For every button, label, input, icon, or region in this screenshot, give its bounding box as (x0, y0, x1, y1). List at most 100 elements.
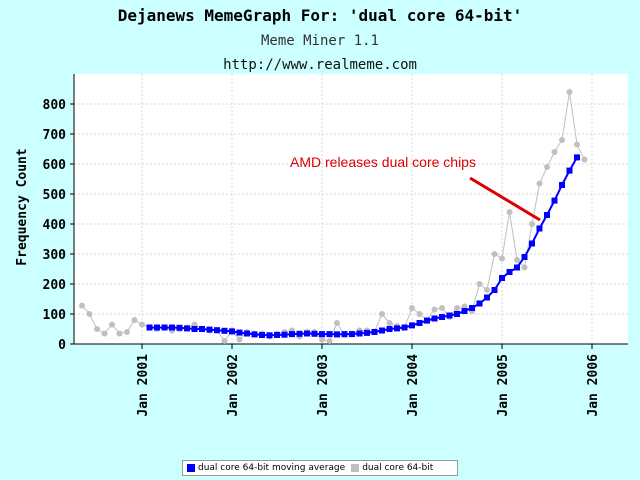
data-point-raw (454, 305, 460, 311)
legend-swatch-moving-average (187, 464, 195, 472)
data-point-raw (334, 320, 340, 326)
data-point-moving-average (476, 300, 483, 307)
data-point-moving-average (326, 331, 333, 338)
data-point-raw (521, 264, 528, 271)
data-point-raw (491, 251, 498, 257)
data-point-moving-average (521, 254, 528, 260)
x-tick-label: Jan 2004 (406, 354, 421, 417)
series-line-moving-average (149, 156, 578, 337)
data-point-moving-average (364, 329, 370, 336)
data-point-moving-average (341, 331, 348, 338)
data-point-raw (319, 336, 325, 343)
data-point-raw (409, 305, 415, 311)
data-point-moving-average (416, 320, 423, 326)
data-point-moving-average (394, 325, 400, 332)
y-tick-label: 400 (43, 218, 67, 233)
data-point-moving-average (274, 332, 280, 338)
y-tick-label: 0 (58, 338, 66, 353)
x-tick-label: Jan 2005 (496, 354, 511, 417)
data-point-raw (86, 311, 93, 317)
data-point-raw (566, 89, 573, 95)
data-point-moving-average (319, 331, 325, 338)
data-point-moving-average (334, 331, 340, 338)
legend-label-moving-average: dual core 64-bit moving average (198, 463, 346, 473)
data-point-moving-average (401, 324, 408, 331)
data-point-moving-average (221, 327, 228, 334)
data-point-moving-average (484, 294, 490, 301)
data-point-moving-average (371, 329, 378, 335)
data-point-moving-average (251, 331, 258, 338)
data-point-raw (124, 329, 130, 335)
data-point-moving-average (214, 327, 220, 334)
y-tick-label: 500 (43, 188, 67, 203)
data-point-moving-average (259, 332, 265, 338)
data-point-moving-average (574, 154, 580, 161)
y-tick-label: 100 (43, 308, 67, 323)
data-point-raw (439, 305, 445, 311)
y-tick-label: 600 (43, 158, 67, 173)
data-point-raw (499, 255, 505, 262)
data-point-raw (386, 320, 393, 326)
data-point-raw (581, 156, 588, 163)
data-point-moving-average (454, 311, 460, 317)
data-point-moving-average (409, 322, 415, 329)
data-point-raw (236, 336, 243, 343)
x-tick-label: Jan 2003 (316, 354, 331, 417)
data-point-moving-average (439, 314, 445, 320)
data-point-raw (326, 338, 333, 344)
y-tick-label: 200 (43, 278, 67, 293)
legend-label-raw: dual core 64-bit (362, 463, 434, 473)
data-point-moving-average (169, 324, 175, 331)
data-point-moving-average (176, 324, 183, 331)
data-point-moving-average (266, 332, 273, 339)
data-point-moving-average (356, 330, 363, 337)
legend: dual core 64-bit moving average dual cor… (182, 460, 458, 476)
data-point-raw (536, 180, 543, 187)
y-tick-label: 800 (43, 98, 67, 113)
data-point-raw (116, 330, 123, 337)
annotation-text: AMD releases dual core chips (290, 154, 476, 170)
data-point-raw (139, 321, 145, 328)
data-point-moving-average (236, 329, 243, 336)
data-point-moving-average (311, 330, 318, 337)
data-point-moving-average (529, 240, 535, 247)
data-point-moving-average (506, 269, 513, 275)
x-tick-labels: Jan 2001 Jan 2002 Jan 2003 Jan 2004 Jan 2005… (136, 344, 601, 417)
data-point-raw (109, 321, 115, 328)
data-point-moving-average (161, 324, 168, 331)
data-point-moving-average (446, 312, 453, 319)
y-tick-label: 300 (43, 248, 67, 263)
data-point-moving-average (304, 330, 310, 337)
series-moving-average (146, 154, 580, 339)
data-point-moving-average (281, 331, 288, 338)
data-point-moving-average (536, 225, 543, 232)
data-point-raw (221, 338, 228, 344)
data-point-moving-average (184, 325, 190, 332)
plot-area (74, 74, 628, 344)
data-point-raw (544, 164, 550, 170)
data-point-raw (551, 149, 558, 155)
data-point-moving-average (379, 327, 385, 334)
data-point-raw (506, 209, 513, 215)
chart-subtitle: Meme Miner 1.1 (260, 33, 379, 49)
data-point-moving-average (551, 197, 558, 204)
data-point-raw (484, 287, 490, 293)
data-point-raw (476, 281, 483, 287)
data-point-moving-average (514, 264, 520, 271)
x-tick-label: Jan 2002 (226, 354, 241, 417)
data-point-moving-average (491, 287, 498, 293)
data-point-moving-average (199, 326, 205, 332)
y-tick-label: 700 (43, 128, 67, 143)
data-point-raw (101, 330, 108, 337)
y-axis-label: Frequency Count (15, 148, 30, 265)
source-url: http://www.realmeme.com (223, 57, 417, 73)
data-point-moving-average (469, 305, 475, 311)
data-point-moving-average (424, 317, 430, 324)
data-point-moving-average (244, 330, 250, 337)
data-point-moving-average (349, 331, 355, 338)
annotation-arrow (469, 176, 541, 222)
data-point-raw (131, 317, 138, 323)
data-point-raw (559, 137, 565, 143)
data-point-raw (79, 302, 85, 309)
data-point-raw (514, 257, 520, 263)
